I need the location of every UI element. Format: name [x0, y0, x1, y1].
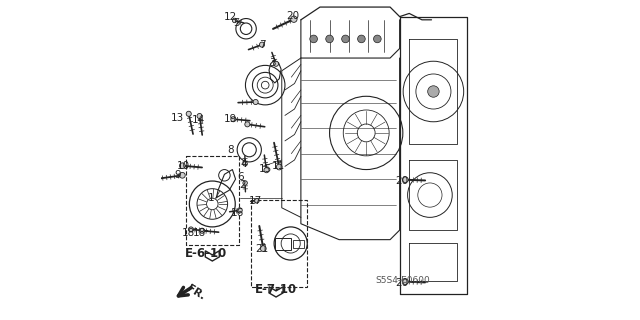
Circle shape: [200, 228, 205, 233]
Circle shape: [264, 168, 269, 173]
Circle shape: [374, 35, 381, 43]
Circle shape: [186, 111, 191, 116]
Bar: [275, 238, 291, 250]
Text: 11: 11: [271, 161, 285, 171]
Text: 2: 2: [239, 180, 246, 190]
Circle shape: [326, 35, 333, 43]
Circle shape: [197, 114, 202, 119]
Text: 5: 5: [233, 18, 240, 28]
Text: 19: 19: [223, 114, 237, 124]
Text: 12: 12: [223, 12, 237, 22]
Circle shape: [428, 86, 439, 97]
Circle shape: [403, 177, 408, 183]
Text: E-6-10: E-6-10: [185, 246, 227, 260]
Circle shape: [232, 18, 237, 23]
Circle shape: [255, 198, 259, 203]
Text: 20: 20: [396, 176, 409, 186]
Text: 18: 18: [182, 228, 195, 238]
Circle shape: [259, 42, 264, 47]
Text: 14: 14: [191, 115, 205, 125]
Circle shape: [253, 100, 258, 105]
Circle shape: [358, 35, 365, 43]
Circle shape: [243, 181, 247, 185]
Bar: [252, 200, 307, 287]
Text: 16: 16: [231, 208, 244, 218]
Circle shape: [403, 279, 408, 284]
Circle shape: [245, 122, 250, 127]
Text: E-7-10: E-7-10: [255, 284, 297, 297]
Text: 17: 17: [249, 196, 262, 206]
Text: 13: 13: [171, 113, 184, 123]
Text: 7: 7: [259, 40, 266, 50]
Circle shape: [291, 16, 297, 22]
Circle shape: [310, 35, 317, 43]
Circle shape: [237, 208, 243, 213]
Text: 1: 1: [208, 193, 214, 203]
Circle shape: [342, 35, 349, 43]
Circle shape: [188, 227, 193, 232]
Text: 6: 6: [237, 172, 244, 181]
Text: 10: 10: [177, 161, 190, 171]
Text: 4: 4: [241, 159, 248, 169]
Circle shape: [243, 162, 247, 166]
Text: 20: 20: [286, 11, 300, 21]
Circle shape: [231, 117, 236, 122]
Circle shape: [179, 172, 185, 178]
Circle shape: [260, 246, 266, 252]
Text: 8: 8: [227, 145, 234, 155]
Text: 18: 18: [193, 228, 206, 238]
Text: 20: 20: [396, 278, 409, 288]
Text: 9: 9: [174, 170, 180, 180]
Circle shape: [273, 61, 278, 66]
Text: 21: 21: [255, 244, 269, 253]
Text: S5S4-E0600: S5S4-E0600: [376, 276, 431, 285]
Circle shape: [276, 164, 282, 170]
Circle shape: [179, 163, 185, 169]
Bar: [293, 240, 304, 248]
Text: 3: 3: [269, 58, 276, 68]
Text: FR.: FR.: [185, 283, 207, 302]
Bar: [186, 156, 239, 245]
Text: 15: 15: [259, 164, 272, 174]
